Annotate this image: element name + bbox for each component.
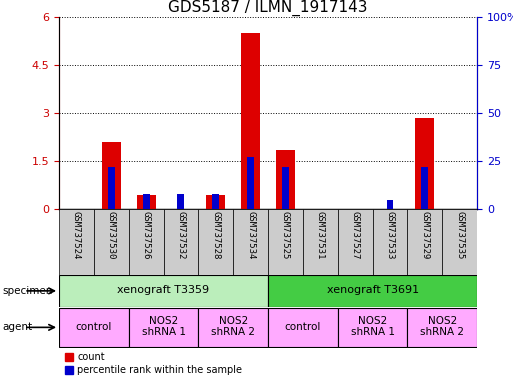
Text: NOS2
shRNA 2: NOS2 shRNA 2 — [420, 316, 464, 338]
Bar — [282, 167, 289, 209]
Bar — [247, 157, 254, 209]
Text: GSM737525: GSM737525 — [281, 211, 290, 260]
Text: GSM737530: GSM737530 — [107, 211, 116, 260]
Text: agent: agent — [3, 322, 33, 333]
Text: GSM737535: GSM737535 — [455, 211, 464, 260]
Bar — [386, 200, 393, 209]
Text: NOS2
shRNA 1: NOS2 shRNA 1 — [142, 316, 186, 338]
Text: GSM737531: GSM737531 — [316, 211, 325, 260]
Bar — [102, 142, 121, 209]
Bar — [177, 194, 185, 209]
Bar — [268, 308, 338, 347]
Bar — [421, 167, 428, 209]
Bar — [303, 209, 338, 275]
Bar — [129, 209, 164, 275]
Bar — [338, 308, 407, 347]
Text: control: control — [285, 321, 321, 331]
Bar — [212, 194, 219, 209]
Text: GSM737529: GSM737529 — [420, 211, 429, 260]
Bar — [338, 209, 372, 275]
Text: GSM737527: GSM737527 — [351, 211, 360, 260]
Text: GSM737526: GSM737526 — [142, 211, 151, 260]
Bar — [407, 209, 442, 275]
Legend: count, percentile rank within the sample: count, percentile rank within the sample — [64, 353, 243, 375]
Bar — [108, 167, 115, 209]
Bar — [94, 209, 129, 275]
Bar — [415, 118, 435, 209]
Bar — [59, 275, 268, 306]
Bar — [129, 308, 199, 347]
Text: control: control — [75, 321, 112, 331]
Bar — [59, 308, 129, 347]
Bar — [206, 195, 225, 209]
Text: GSM737532: GSM737532 — [176, 211, 185, 260]
Bar — [233, 209, 268, 275]
Bar — [59, 209, 94, 275]
Text: GSM737534: GSM737534 — [246, 211, 255, 260]
Bar — [407, 308, 477, 347]
Bar — [199, 209, 233, 275]
Bar — [136, 195, 155, 209]
Bar — [199, 308, 268, 347]
Text: NOS2
shRNA 1: NOS2 shRNA 1 — [350, 316, 394, 338]
Bar — [241, 33, 260, 209]
Text: NOS2
shRNA 2: NOS2 shRNA 2 — [211, 316, 255, 338]
Bar — [268, 275, 477, 306]
Text: xenograft T3359: xenograft T3359 — [117, 285, 210, 295]
Bar — [372, 209, 407, 275]
Bar — [276, 150, 295, 209]
Text: specimen: specimen — [3, 286, 53, 296]
Bar — [143, 194, 150, 209]
Text: xenograft T3691: xenograft T3691 — [326, 285, 419, 295]
Title: GDS5187 / ILMN_1917143: GDS5187 / ILMN_1917143 — [168, 0, 368, 16]
Bar — [268, 209, 303, 275]
Bar — [442, 209, 477, 275]
Text: GSM737533: GSM737533 — [385, 211, 394, 260]
Text: GSM737524: GSM737524 — [72, 211, 81, 260]
Text: GSM737528: GSM737528 — [211, 211, 220, 260]
Bar — [164, 209, 199, 275]
